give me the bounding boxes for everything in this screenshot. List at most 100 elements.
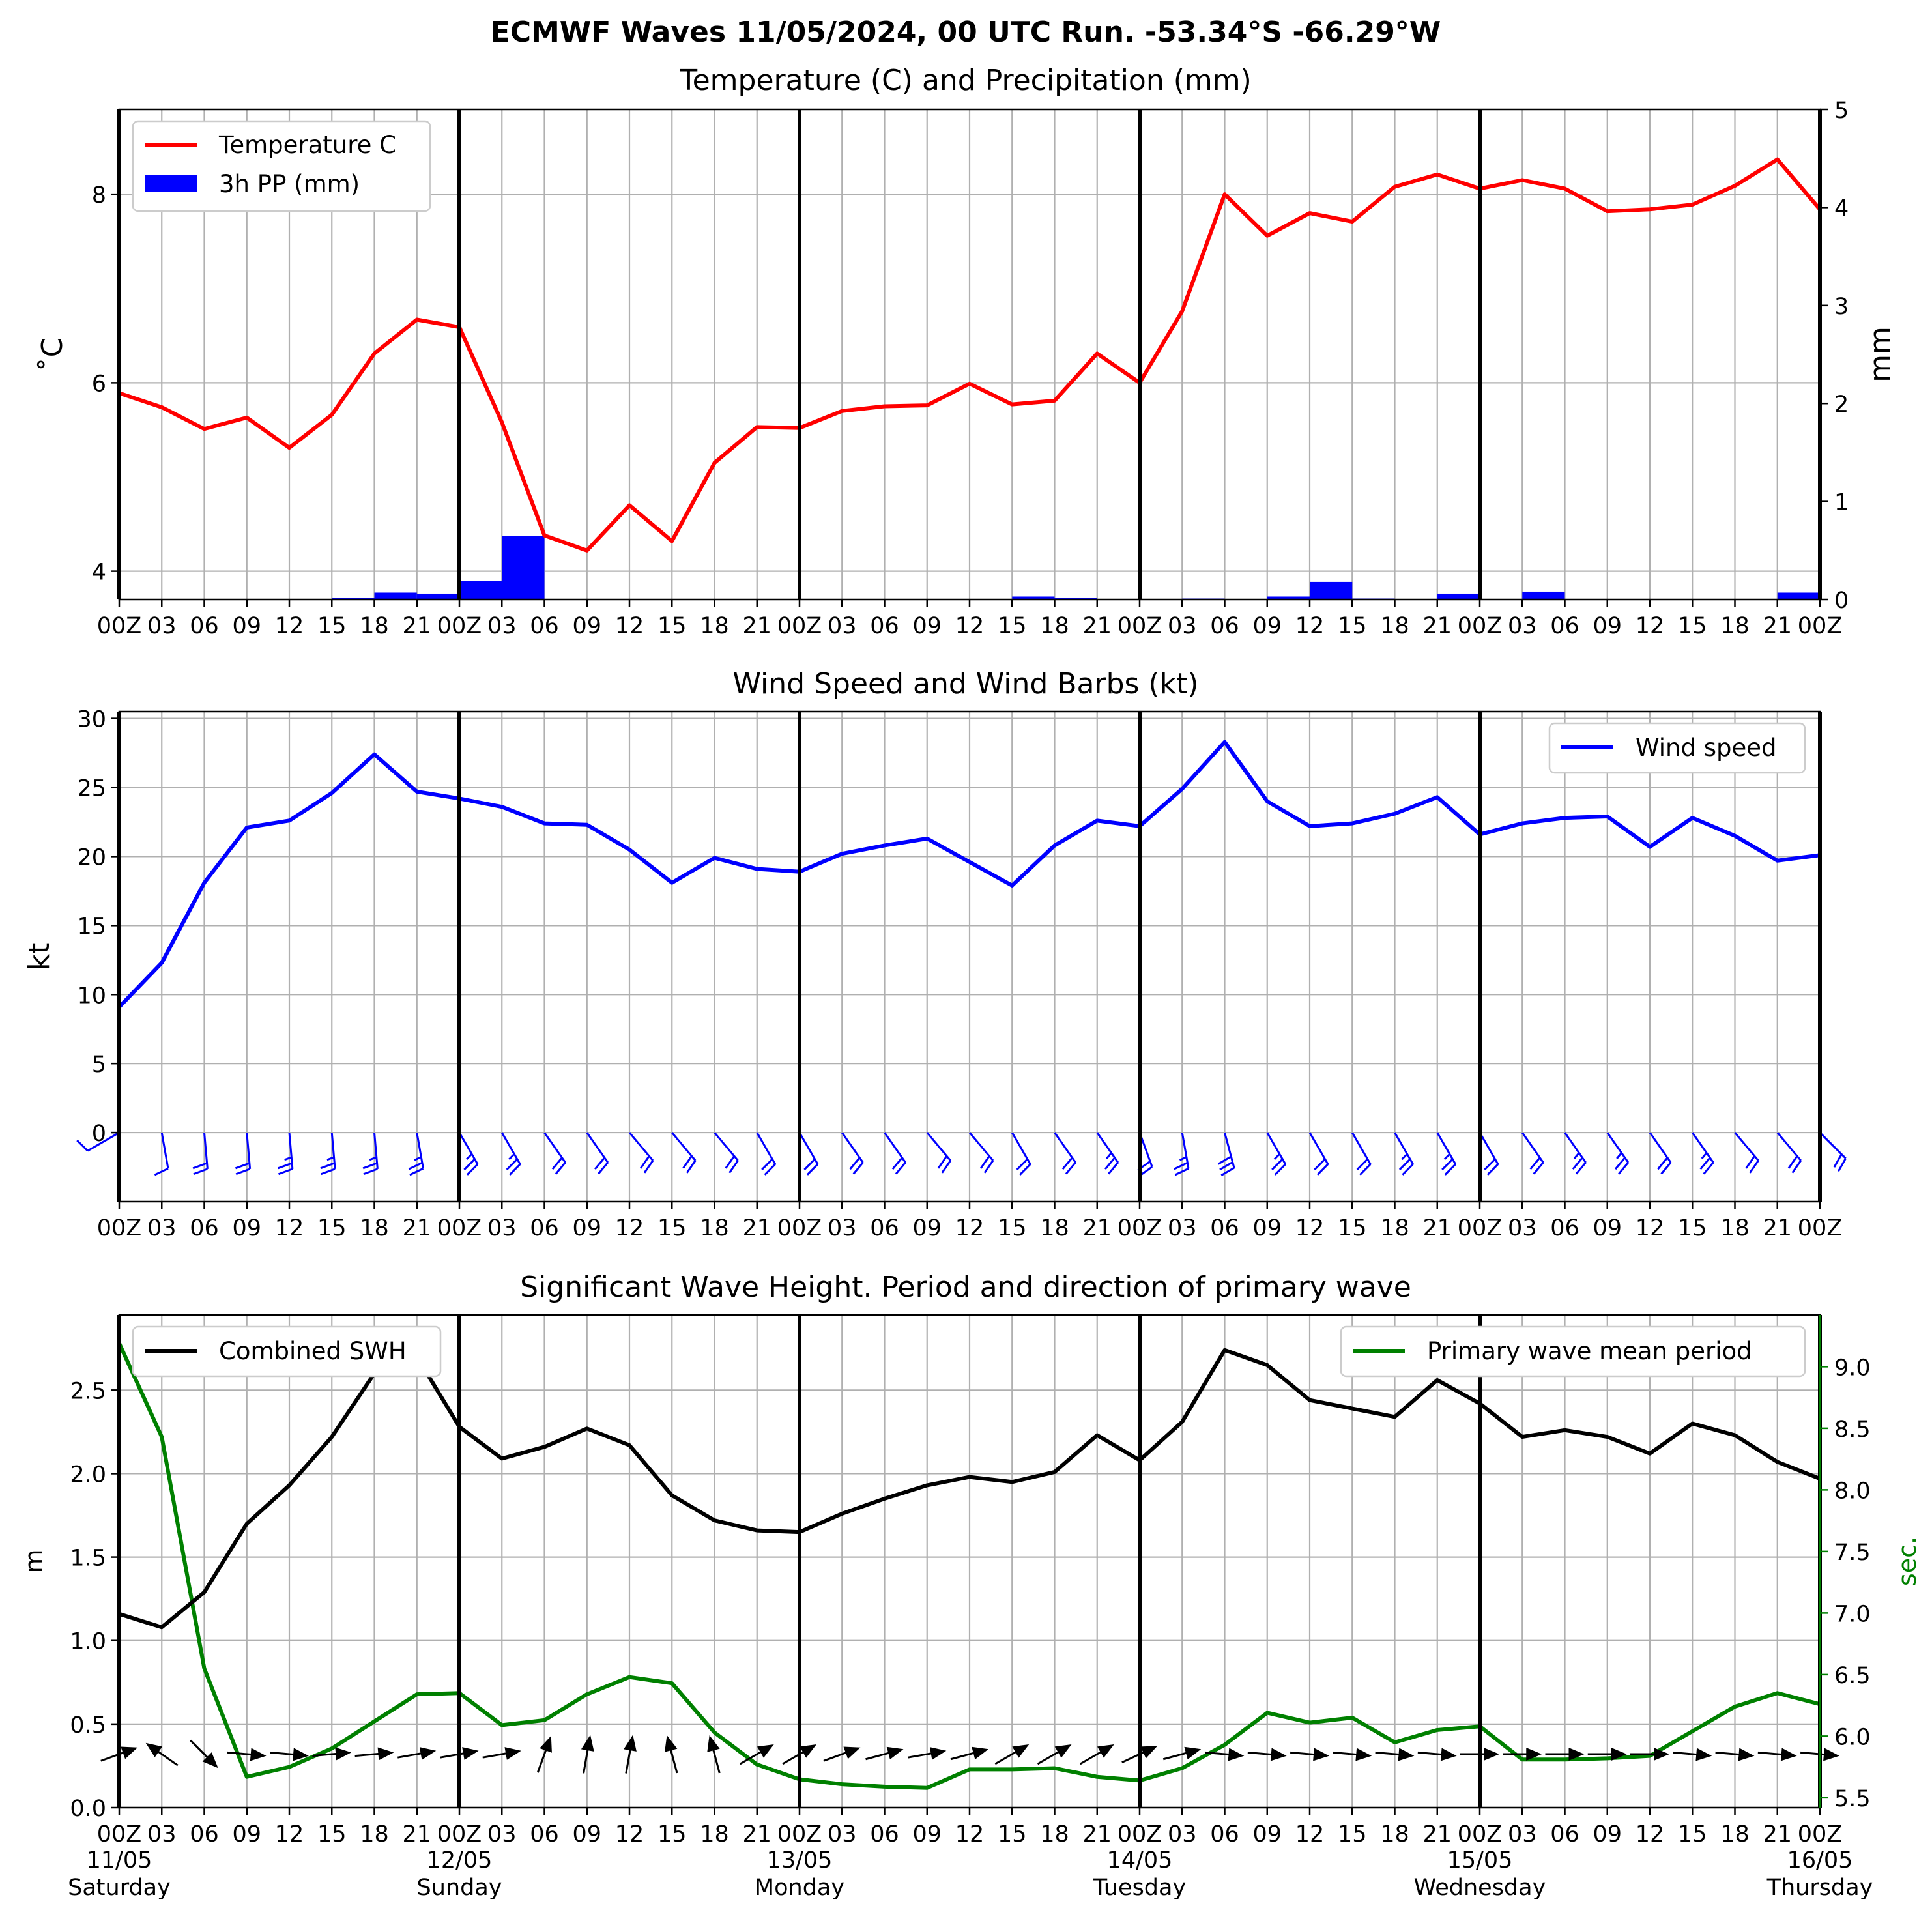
- barb-flag: [852, 1161, 864, 1175]
- y-tick-label: 30: [77, 707, 106, 733]
- legend-swatch-precip: [145, 175, 197, 192]
- barb-flag: [1745, 1155, 1755, 1169]
- barb-flag: [1575, 1161, 1587, 1175]
- barb-flag: [1174, 1162, 1189, 1170]
- barb-staff: [330, 1132, 336, 1170]
- x-tick-label: 18: [1720, 1821, 1750, 1847]
- x-tick-label: 00Z: [777, 613, 822, 639]
- precip-bar: [1012, 596, 1055, 599]
- wave-arrow-head: [540, 1735, 552, 1753]
- barb-staff: [1308, 1132, 1329, 1165]
- y-tick-label: 8: [92, 182, 106, 209]
- x-tick-label: 03: [147, 1215, 177, 1241]
- wave-arrow-head: [581, 1735, 594, 1752]
- barb-half-flag: [1701, 1152, 1708, 1159]
- x-tick-label: 00Z: [437, 1215, 482, 1241]
- x-tick-label: 03: [1168, 613, 1197, 639]
- barb-staff: [841, 1132, 864, 1163]
- barb-flag: [1019, 1163, 1031, 1176]
- y2-tick-label: 5: [1834, 98, 1849, 124]
- precip-bar: [1054, 597, 1097, 599]
- x-tick-label: 06: [190, 1215, 219, 1241]
- y-tick-label: 1.5: [70, 1546, 106, 1572]
- barb-flag: [806, 1163, 819, 1176]
- barb-flag: [1749, 1160, 1759, 1174]
- barb-flag: [1356, 1158, 1368, 1171]
- legend-swh: Combined SWH: [132, 1325, 442, 1378]
- day-label-weekday: Thursday: [1766, 1875, 1873, 1901]
- x-tick-label: 00Z: [1798, 1821, 1843, 1847]
- barb-flag: [979, 1155, 990, 1169]
- x-tick-label: 21: [1422, 613, 1452, 639]
- barb-flag: [278, 1168, 293, 1176]
- barb-staff: [203, 1132, 209, 1170]
- wave-arrow-head: [1054, 1744, 1072, 1758]
- x-tick-label: 12: [955, 1821, 985, 1847]
- legend-label-temperature: Temperature C: [218, 131, 396, 159]
- y-tick-label: 25: [77, 776, 106, 802]
- y-tick-label: 2.5: [70, 1378, 106, 1404]
- wave-arrow-head: [1780, 1748, 1797, 1761]
- barb-flag: [506, 1158, 518, 1171]
- day-label-date: 15/05: [1447, 1847, 1513, 1873]
- barb-staff: [1351, 1132, 1372, 1165]
- x-tick-label: 21: [402, 613, 431, 639]
- barb-staff: [1138, 1132, 1153, 1168]
- wave-arrow-head: [1484, 1747, 1499, 1761]
- barb-flag: [235, 1168, 251, 1176]
- y-ticks-temperature: 4 6 8: [92, 182, 119, 586]
- y-tick-label: 0.5: [70, 1712, 106, 1739]
- wave-arrow-head: [293, 1748, 309, 1761]
- barb-staff: [1054, 1132, 1076, 1163]
- x-tick-label: 06: [1550, 1821, 1579, 1847]
- wave-arrow-head: [1097, 1744, 1114, 1758]
- x-tick-label: 12: [955, 613, 985, 639]
- day-label-weekday: Saturday: [68, 1875, 171, 1901]
- legend-wind: Wind speed: [1548, 722, 1806, 774]
- x-tick-label: 15: [998, 1215, 1027, 1241]
- x-tick-label: 18: [1040, 613, 1069, 639]
- wave-arrow-head: [1313, 1748, 1329, 1761]
- x-tick-label: 18: [1720, 1215, 1750, 1241]
- barb-half-flag: [1573, 1152, 1580, 1159]
- x-tick-label: 00Z: [777, 1821, 822, 1847]
- barb-flag: [1104, 1157, 1116, 1170]
- x-tick-label: 21: [1422, 1821, 1452, 1847]
- x-tick-label: 00Z: [777, 1215, 822, 1241]
- precip-bar: [374, 592, 417, 599]
- y-tick-label: 1.0: [70, 1629, 106, 1655]
- barb-flag: [1316, 1163, 1329, 1176]
- wave-arrow-head: [886, 1746, 904, 1760]
- x-tick-label: 12: [615, 1215, 644, 1241]
- x-tick-label: 15: [657, 1215, 687, 1241]
- grid-wave: [119, 1315, 1820, 1809]
- y2-axis-label-period: sec.: [1893, 1537, 1922, 1586]
- panel-title-wave: Significant Wave Height. Period and dire…: [520, 1271, 1411, 1304]
- x-tick-label: 09: [232, 1215, 261, 1241]
- barb-flag: [643, 1160, 654, 1174]
- barb-flag: [1833, 1153, 1843, 1168]
- wave-arrow-head: [1270, 1748, 1287, 1761]
- barb-staff: [884, 1132, 906, 1163]
- x-tick-label: 09: [1593, 1215, 1622, 1241]
- wave-arrow-head: [1695, 1748, 1712, 1761]
- x-tick-label: 06: [1550, 613, 1579, 639]
- day-label-weekday: Monday: [755, 1875, 844, 1901]
- x-ticks-wave: 00Z 03 06 09 12 15 18 21 00Z 03 06 09 12 15 18 21 00Z 03 0…: [97, 1808, 1843, 1847]
- x-tick-label: 00Z: [437, 613, 482, 639]
- wave-arrow-head: [1012, 1744, 1030, 1758]
- x-tick-label: 03: [1168, 1215, 1197, 1241]
- x-tick-label: 00Z: [1798, 1215, 1843, 1241]
- barb-staff: [714, 1132, 739, 1161]
- barb-staff: [1096, 1132, 1119, 1163]
- x-tick-label: 21: [1082, 613, 1112, 639]
- wind-panel: Wind Speed and Wind Barbs (kt) 0 5 10 15 20 2…: [23, 667, 1847, 1241]
- barb-staff: [1606, 1132, 1630, 1163]
- wave-arrow-head: [800, 1744, 816, 1758]
- barb-flag: [891, 1157, 903, 1170]
- temperature-precipitation-panel: Temperature (C) and Precipitation (mm) 4…: [36, 64, 1897, 639]
- y2-tick-label: 7.5: [1834, 1540, 1871, 1566]
- barb-staff: [1564, 1132, 1587, 1163]
- barb-flag: [728, 1160, 739, 1174]
